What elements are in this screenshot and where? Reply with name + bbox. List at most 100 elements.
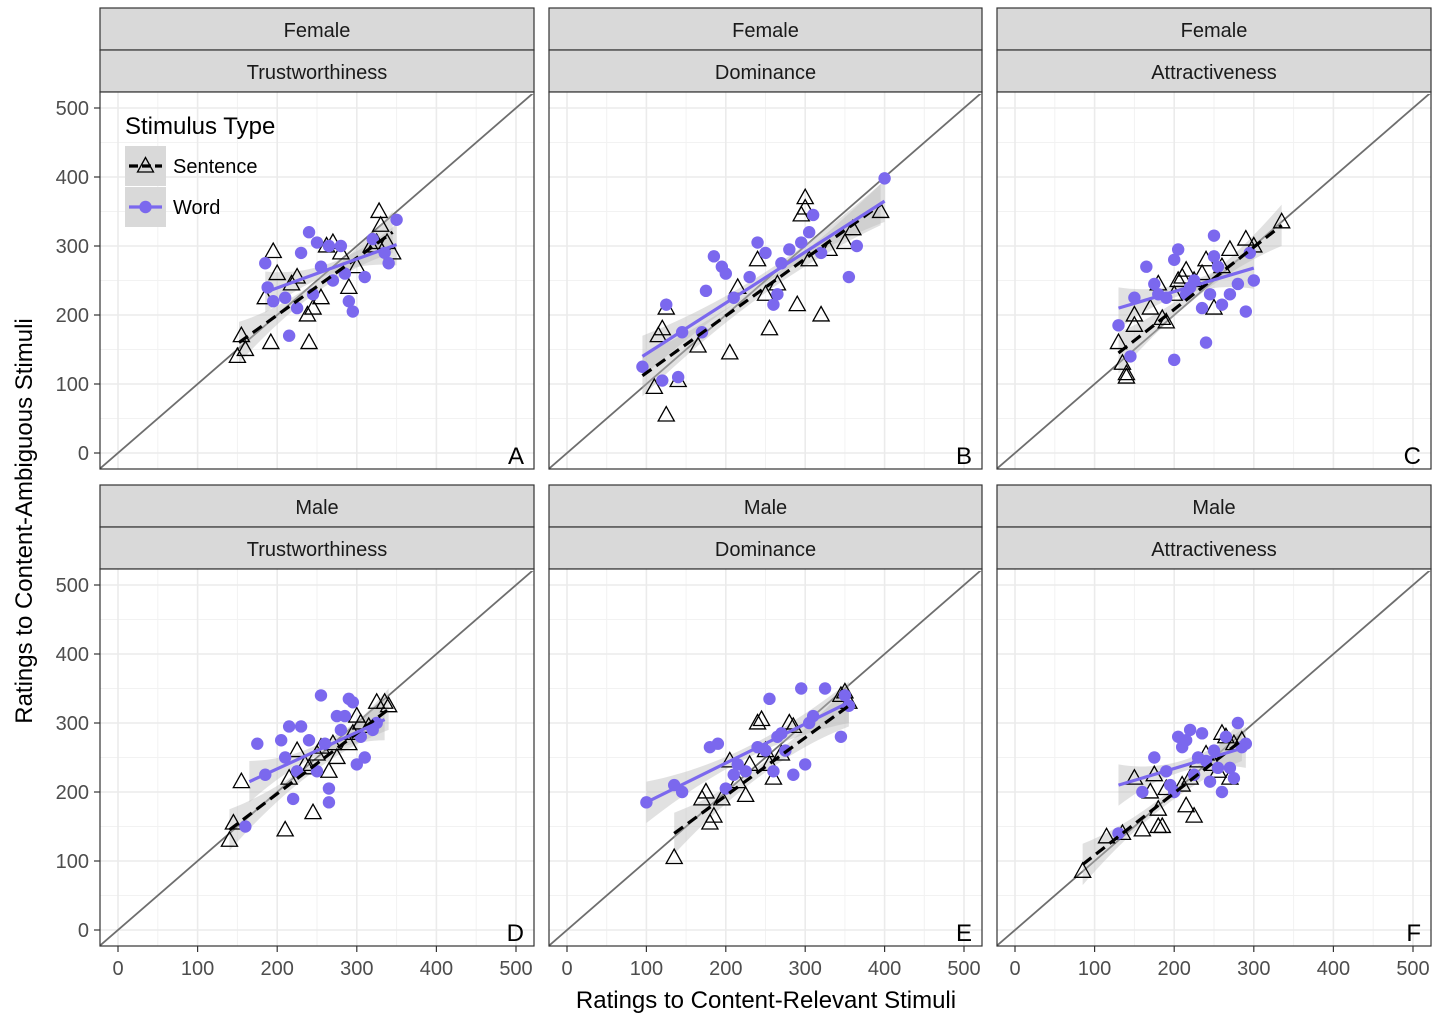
data-point-word <box>278 751 292 764</box>
strip-gender-box <box>99 484 535 528</box>
panel-F: Male Attractiveness F 0 100 200 300 400 500 <box>996 484 1432 980</box>
data-point-word <box>1243 246 1257 260</box>
data-point-sentence <box>736 785 755 803</box>
data-point-word <box>346 696 360 709</box>
x-tick-label: 500 <box>1396 958 1429 980</box>
data-point-sentence <box>696 782 716 799</box>
data-point-sentence <box>1125 305 1144 322</box>
strip-trait-label: Attractiveness <box>1151 539 1277 561</box>
data-point-word <box>1203 775 1217 788</box>
y-tick-label: 100 <box>56 851 89 873</box>
data-point-sentence <box>1168 270 1188 288</box>
strip-trait-label: Trustworthiness <box>247 62 387 84</box>
data-point-word <box>282 720 296 733</box>
data-point-sentence <box>1117 363 1136 381</box>
data-point-sentence <box>748 249 767 267</box>
data-point-word <box>743 270 756 284</box>
data-point-word <box>1136 785 1149 799</box>
data-point-word <box>322 796 336 809</box>
data-point-sentence <box>375 692 394 709</box>
data-point-word <box>802 226 816 239</box>
data-point-word <box>278 291 292 304</box>
data-point-word <box>751 236 764 249</box>
panels-layer: FemaleTrustworthinessA0100200300400500Fe… <box>56 7 1432 980</box>
y-tick-label: 300 <box>56 236 89 258</box>
x-tick-label: 0 <box>1009 958 1020 980</box>
data-point-word <box>838 689 852 702</box>
x-tick-label: 200 <box>709 958 742 980</box>
fit-line-sentence <box>1117 224 1283 355</box>
panel-border <box>99 91 535 470</box>
data-point-sentence <box>796 187 815 205</box>
y-tick-label: 500 <box>56 98 89 120</box>
legend-label: Word <box>173 197 220 219</box>
x-tick-label: 500 <box>947 958 980 980</box>
x-tick-label: 100 <box>181 958 214 980</box>
data-point-word <box>1211 761 1225 775</box>
data-point-word <box>707 250 721 263</box>
data-point-sentence <box>295 754 315 771</box>
fit-line-word <box>641 199 886 358</box>
fit-line-word <box>1118 266 1255 310</box>
data-point-sentence <box>1073 861 1092 878</box>
y-tick-label: 200 <box>56 305 89 327</box>
legend: Stimulus Type Sentence Word <box>125 113 275 227</box>
data-point-word <box>675 785 689 799</box>
panel-D: Male Trustworthiness D 0 100 200 300 400 500 0 100… <box>56 484 535 980</box>
x-tick-label: 300 <box>789 958 822 980</box>
data-point-sentence <box>704 806 724 823</box>
data-point-word <box>1112 319 1125 332</box>
data-point-word <box>382 257 395 270</box>
data-point-word <box>274 734 288 747</box>
data-point-word <box>1239 305 1253 318</box>
data-point-word <box>1199 336 1213 349</box>
data-point-word <box>1207 229 1221 242</box>
strip-trait-label: Trustworthiness <box>247 539 387 561</box>
gridlines <box>100 92 534 469</box>
data-point-sentence <box>339 277 359 295</box>
data-point-word <box>1112 827 1125 840</box>
data-point-sentence <box>871 201 890 219</box>
y-tick-label: 100 <box>56 374 89 396</box>
data-point-word <box>322 239 336 253</box>
data-point-sentence <box>764 768 783 785</box>
x-tick-label: 0 <box>561 958 572 980</box>
legend-key-sentence <box>125 146 166 186</box>
data-point-sentence <box>303 298 323 315</box>
strip-trait-box <box>996 49 1432 93</box>
strip-trait-box <box>99 526 535 570</box>
data-point-sentence <box>835 232 855 250</box>
data-point-sentence <box>760 318 779 336</box>
data-point-word <box>1148 277 1161 291</box>
data-point-word <box>286 792 300 806</box>
data-point-sentence <box>287 740 307 758</box>
data-point-word <box>719 267 732 280</box>
identity-line <box>100 94 534 470</box>
fit-line-word <box>1118 745 1247 787</box>
panel-label: C <box>1404 443 1421 470</box>
data-point-sentence <box>1153 816 1172 834</box>
data-point-word <box>1179 734 1193 747</box>
fit-line-sentence <box>673 704 850 835</box>
data-point-sentence <box>299 332 319 350</box>
points-word <box>259 213 403 342</box>
x-tick-label: 0 <box>112 958 123 980</box>
identity-line <box>100 571 534 947</box>
panel-border <box>996 91 1432 470</box>
data-point-word <box>1195 301 1209 315</box>
fit-line-sentence <box>238 230 394 344</box>
data-point-word <box>366 232 379 246</box>
plot-area <box>997 571 1431 947</box>
data-point-sentence <box>220 830 239 847</box>
data-point-sentence <box>1109 332 1128 350</box>
legend-key-word <box>125 187 166 227</box>
strip-gender-label: Male <box>744 497 787 519</box>
strip-trait-box <box>996 526 1432 570</box>
data-point-sentence <box>1117 367 1136 384</box>
x-tick-label: 100 <box>630 958 663 980</box>
data-point-word <box>1247 274 1261 287</box>
data-point-sentence <box>799 249 819 267</box>
data-point-sentence <box>1184 806 1204 823</box>
strip-trait-label: Dominance <box>715 539 816 561</box>
data-point-sentence <box>369 201 389 219</box>
